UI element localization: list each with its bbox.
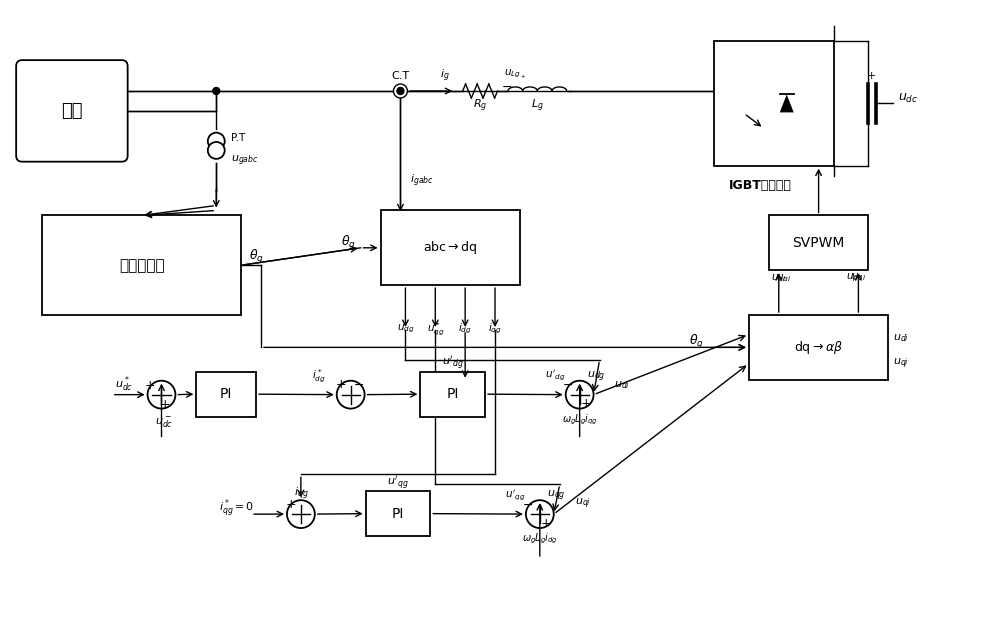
Text: $-$: $-$ [353,378,364,391]
Circle shape [393,84,407,98]
Text: dq$\rightarrow$$\alpha\beta$: dq$\rightarrow$$\alpha\beta$ [794,339,843,356]
Circle shape [337,381,365,409]
Bar [366,491,430,536]
Text: $-$: $-$ [522,498,533,511]
Text: PI: PI [220,387,232,401]
Bar [42,215,241,315]
Text: $\theta_g$: $\theta_g$ [689,333,704,352]
Circle shape [213,88,220,94]
Circle shape [148,381,175,409]
Text: abc$\rightarrow$dq: abc$\rightarrow$dq [423,239,478,256]
Text: $u'_{dg}$: $u'_{dg}$ [545,367,565,382]
Text: $+$: $+$ [335,378,346,391]
Text: $R_g$: $R_g$ [473,98,487,114]
Bar [769,215,868,270]
Circle shape [208,133,225,149]
Text: $+$: $+$ [159,398,170,411]
Text: SVPWM: SVPWM [792,236,845,250]
Circle shape [287,500,315,528]
Text: $i^*_{qg}=0$: $i^*_{qg}=0$ [219,498,254,520]
Text: $+$: $+$ [540,517,551,530]
Text: $u_{\beta i}$: $u_{\beta i}$ [846,272,861,284]
Text: $-$: $-$ [562,378,573,391]
Text: $u_{\beta i}$: $u_{\beta i}$ [851,272,866,284]
Text: $+$: $+$ [144,379,155,392]
Text: $u_{dg}$: $u_{dg}$ [587,370,605,384]
Text: $u_{qg}$: $u_{qg}$ [547,489,565,503]
Text: $-$: $-$ [501,79,513,93]
Text: $u_{Lg_+}$: $u_{Lg_+}$ [504,67,526,79]
Text: $i^*_{dg}$: $i^*_{dg}$ [312,368,326,386]
Text: $L_g$: $L_g$ [531,98,544,114]
Text: $u^*_{dc}$: $u^*_{dc}$ [115,375,134,394]
Bar [714,41,834,166]
Text: $u_{qi}$: $u_{qi}$ [575,497,591,512]
Bar [196,372,256,416]
Bar [381,210,520,285]
Text: $i_{dg}$: $i_{dg}$ [458,322,472,336]
Text: $u'_{qg}$: $u'_{qg}$ [387,474,409,492]
Text: $u_{dc}$: $u_{dc}$ [898,92,918,105]
Circle shape [566,381,594,409]
Text: $+$: $+$ [580,397,591,410]
Text: $i_g$: $i_g$ [440,68,450,84]
Text: $+$: $+$ [285,498,297,511]
Circle shape [397,88,404,94]
Text: $u_{dg}$: $u_{dg}$ [397,323,414,335]
Circle shape [208,142,225,159]
Text: IGBT驱动信号: IGBT驱动信号 [729,179,792,192]
Text: $+$: $+$ [866,70,876,81]
Text: $u_{di}$: $u_{di}$ [614,379,631,391]
Text: $u_{\alpha i}$: $u_{\alpha i}$ [776,272,791,284]
Text: $u_{qg}^*$: $u_{qg}^*$ [427,320,444,338]
Text: $u_{gabc}$: $u_{gabc}$ [231,154,259,168]
Text: 矢量锁相环: 矢量锁相环 [119,258,164,273]
Text: $u_{di}$: $u_{di}$ [893,332,909,343]
Bar [749,315,888,380]
Text: $u^-_{dc}$: $u^-_{dc}$ [155,415,174,430]
Text: $i_{gabc}$: $i_{gabc}$ [410,173,434,189]
Text: PI: PI [447,387,459,401]
Text: $\theta_g$: $\theta_g$ [249,248,264,266]
Text: $\omega_g L_g i_{dg}$: $\omega_g L_g i_{dg}$ [522,532,558,546]
Text: $u_{qi}$: $u_{qi}$ [893,357,909,370]
FancyBboxPatch shape [16,60,128,162]
Text: 电网: 电网 [61,102,83,120]
Text: $u'_{dg}$: $u'_{dg}$ [442,355,464,372]
Text: $\theta_g$: $\theta_g$ [341,234,356,252]
Text: $u'_{qg}$: $u'_{qg}$ [505,487,525,501]
Text: $\omega_g L_g i_{qg}$: $\omega_g L_g i_{qg}$ [562,413,598,427]
Polygon shape [780,94,794,112]
Circle shape [526,500,554,528]
Text: P.T: P.T [231,133,245,143]
Bar [420,372,485,416]
Text: $u_{\alpha i}$: $u_{\alpha i}$ [771,272,786,284]
Text: PI: PI [392,507,404,520]
Text: C.T: C.T [391,71,410,81]
Text: $i_{qg}$: $i_{qg}$ [488,322,502,336]
Text: $i_{qg}$: $i_{qg}$ [294,486,308,502]
